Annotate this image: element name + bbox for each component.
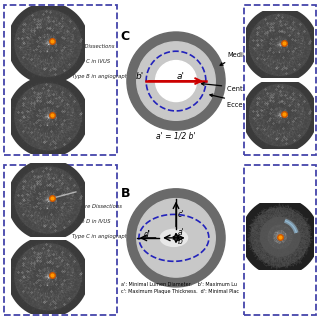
Text: b': b' <box>178 237 185 246</box>
Circle shape <box>127 189 225 287</box>
FancyBboxPatch shape <box>4 165 117 315</box>
Text: B: B <box>121 187 130 200</box>
Ellipse shape <box>160 229 188 246</box>
Text: c': Maximum Plaque Thickness.  d': Minimal Plac: c': Maximum Plaque Thickness. d': Minima… <box>121 289 238 294</box>
Circle shape <box>137 199 215 277</box>
Text: Type C in angiograph: Type C in angiograph <box>72 235 128 239</box>
Text: C: C <box>121 30 130 43</box>
Text: c': c' <box>178 210 185 219</box>
Text: a': Minimal Lumen Diameter.    b': Maximum Lu: a': Minimal Lumen Diameter. b': Maximum … <box>121 282 236 287</box>
Text: Severe Dissections: Severe Dissections <box>72 204 122 209</box>
Text: Type D in IVUS: Type D in IVUS <box>72 219 111 224</box>
Text: Mild Dissections: Mild Dissections <box>72 44 115 49</box>
Circle shape <box>156 60 196 101</box>
FancyBboxPatch shape <box>4 5 117 155</box>
Text: b': b' <box>136 72 144 81</box>
Circle shape <box>127 32 225 130</box>
Text: Media: Media <box>220 52 247 65</box>
Text: Eccentric route: Eccentric route <box>210 94 277 108</box>
Text: d': d' <box>144 230 151 239</box>
Text: Type C in IVUS: Type C in IVUS <box>72 59 111 64</box>
Text: a' = 1/2 b': a' = 1/2 b' <box>156 131 196 140</box>
FancyBboxPatch shape <box>244 165 316 315</box>
Text: Type B in angiograph: Type B in angiograph <box>72 75 128 79</box>
Circle shape <box>137 42 215 120</box>
Text: Central route: Central route <box>202 83 271 92</box>
Text: a': a' <box>176 72 184 81</box>
Text: a': a' <box>178 228 185 237</box>
FancyBboxPatch shape <box>244 5 316 155</box>
